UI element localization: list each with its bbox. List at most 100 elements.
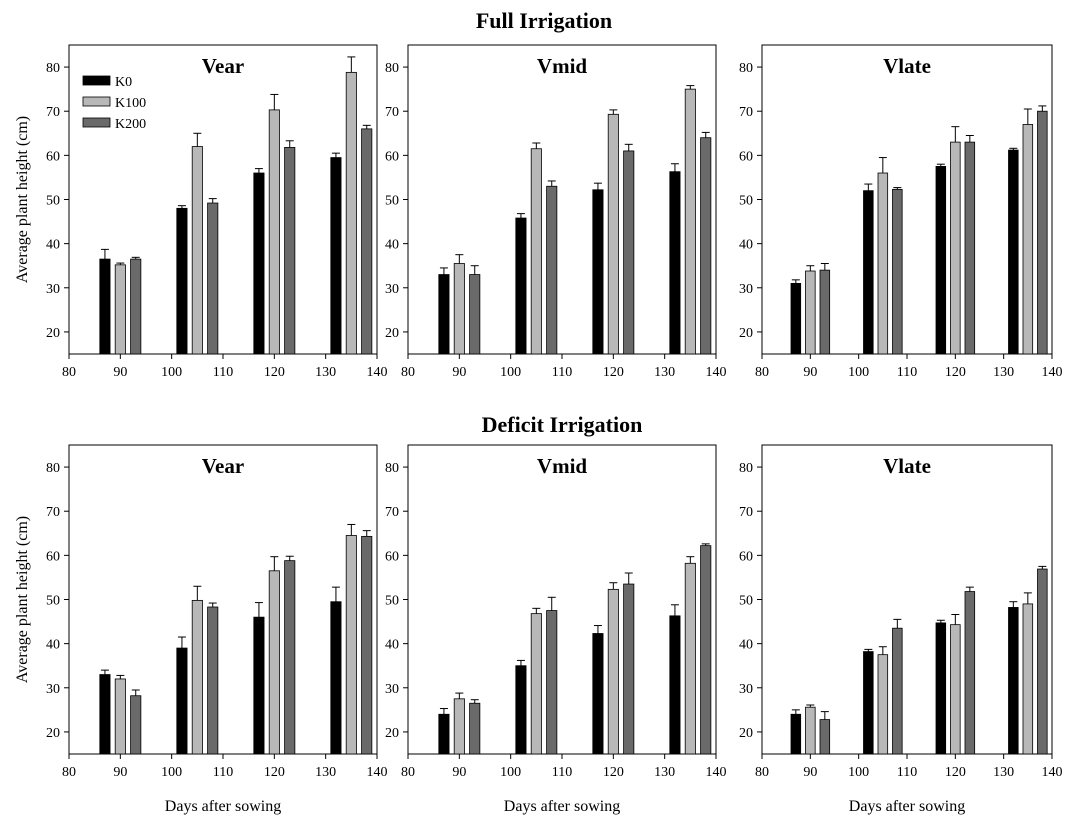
bar-k100 <box>115 679 125 754</box>
y-tick-label: 70 <box>739 105 753 120</box>
y-tick-label: 20 <box>385 326 399 341</box>
x-tick-label: 120 <box>945 365 966 380</box>
x-axis-label: Days after sowing <box>165 798 281 815</box>
bar-k0 <box>177 208 187 354</box>
bar-k100 <box>951 142 961 354</box>
panel-title: Vlate <box>883 454 931 478</box>
bar-k200 <box>820 270 830 354</box>
x-tick-label: 130 <box>315 365 336 380</box>
bar-k100 <box>346 72 356 354</box>
bar-k0 <box>791 714 801 754</box>
y-tick-label: 60 <box>385 149 399 164</box>
x-tick-label: 90 <box>803 365 817 380</box>
y-tick-label: 70 <box>385 505 399 520</box>
x-axis-label: Days after sowing <box>504 798 620 815</box>
x-axis-label: Days after sowing <box>849 798 965 815</box>
y-tick-label: 30 <box>385 682 399 697</box>
legend-label: K0 <box>115 75 132 90</box>
x-tick-label: 110 <box>552 365 572 380</box>
x-tick-label: 110 <box>897 365 917 380</box>
bar-k100 <box>192 147 202 354</box>
y-tick-label: 40 <box>739 238 753 253</box>
x-tick-label: 120 <box>264 365 285 380</box>
y-tick-label: 80 <box>385 61 399 76</box>
bar-k200 <box>701 546 711 754</box>
panel-deficit-vear: Vear2030405060708080 90 100 110 120 130 140Ave… <box>14 445 388 815</box>
bar-k200 <box>893 189 903 354</box>
y-tick-label: 70 <box>385 105 399 120</box>
panel-title: Vmid <box>537 54 587 78</box>
bar-k0 <box>516 218 526 354</box>
row-title-deficit: Deficit Irrigation <box>482 412 643 437</box>
bar-k100 <box>269 110 279 354</box>
x-tick-label: 110 <box>213 765 233 780</box>
legend-swatch-k200 <box>83 118 110 127</box>
bar-k200 <box>893 628 903 754</box>
x-tick-label: 100 <box>848 365 869 380</box>
bar-k100 <box>531 614 541 754</box>
x-tick-label: 130 <box>993 365 1014 380</box>
bar-k0 <box>864 191 874 354</box>
bar-k0 <box>439 714 449 754</box>
x-tick-label: 130 <box>315 765 336 780</box>
x-tick-label: 100 <box>500 365 521 380</box>
x-tick-label: 90 <box>452 365 466 380</box>
x-tick-label: 80 <box>62 765 76 780</box>
legend-label: K100 <box>115 96 146 111</box>
x-tick-label: 120 <box>603 365 624 380</box>
y-axis-label: Average plant height (cm) <box>14 116 31 283</box>
y-tick-label: 80 <box>385 461 399 476</box>
panel-title: Vear <box>202 54 244 78</box>
bar-k200 <box>1038 111 1048 354</box>
y-tick-label: 30 <box>385 282 399 297</box>
bar-k0 <box>331 602 341 754</box>
bar-k100 <box>1023 604 1033 754</box>
bar-k0 <box>1009 607 1019 754</box>
bar-k100 <box>878 173 888 354</box>
bar-k0 <box>936 166 946 354</box>
bar-k0 <box>100 675 110 754</box>
y-tick-label: 30 <box>46 282 60 297</box>
x-tick-label: 110 <box>552 765 572 780</box>
x-tick-label: 120 <box>603 765 624 780</box>
bar-k200 <box>362 129 372 354</box>
bar-k0 <box>670 172 680 354</box>
bar-k0 <box>670 616 680 754</box>
y-tick-label: 60 <box>385 549 399 564</box>
panel-title: Vlate <box>883 54 931 78</box>
y-tick-label: 50 <box>46 194 60 209</box>
bar-k0 <box>100 259 110 354</box>
bar-k0 <box>254 173 264 354</box>
bar-k200 <box>820 720 830 754</box>
y-tick-label: 20 <box>739 326 753 341</box>
bar-k0 <box>864 652 874 754</box>
y-tick-label: 60 <box>46 149 60 164</box>
bar-k200 <box>547 186 557 354</box>
bar-k100 <box>685 89 695 354</box>
y-tick-label: 30 <box>46 682 60 697</box>
y-axis-label: Average plant height (cm) <box>14 516 31 683</box>
bar-k200 <box>131 259 141 354</box>
row-title-full: Full Irrigation <box>476 8 612 33</box>
bar-k0 <box>593 190 603 354</box>
x-tick-label: 120 <box>945 765 966 780</box>
y-tick-label: 80 <box>739 461 753 476</box>
bar-k100 <box>806 707 816 754</box>
legend-swatch-k100 <box>83 97 110 106</box>
bar-k200 <box>470 275 480 354</box>
bar-k100 <box>269 571 279 754</box>
bar-k100 <box>192 600 202 754</box>
bar-k100 <box>454 264 464 354</box>
bar-k100 <box>878 655 888 754</box>
x-tick-label: 140 <box>1042 365 1063 380</box>
x-tick-label: 140 <box>706 765 727 780</box>
x-tick-label: 80 <box>401 365 415 380</box>
bar-k100 <box>454 699 464 754</box>
bar-k0 <box>439 275 449 354</box>
y-tick-label: 40 <box>739 638 753 653</box>
y-tick-label: 50 <box>385 194 399 209</box>
legend-swatch-k0 <box>83 76 110 85</box>
bar-k100 <box>608 114 618 354</box>
bar-k200 <box>470 703 480 754</box>
